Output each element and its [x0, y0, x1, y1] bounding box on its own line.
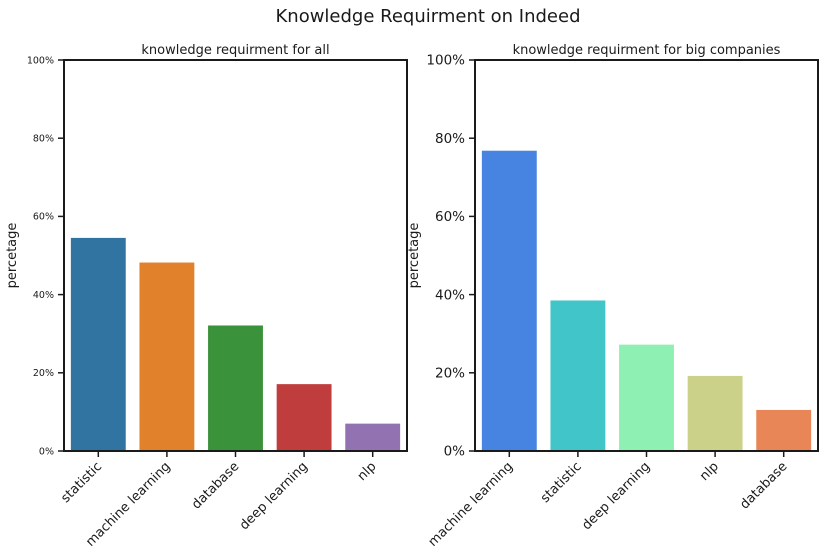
bar-statistic	[550, 300, 606, 451]
bar-deep-learning	[619, 344, 674, 451]
x-tick-label: deep learning	[237, 459, 311, 533]
y-tick-label: 40%	[33, 290, 54, 301]
bar-database	[756, 409, 812, 451]
x-tick-label: nlp	[697, 459, 722, 484]
y-tick-label: 40%	[435, 287, 465, 303]
axes-frame	[474, 59, 819, 452]
x-tick-label: nlp	[355, 459, 380, 484]
bar-nlp	[687, 375, 743, 451]
y-tick-label: 0%	[39, 446, 54, 457]
subplot-title: knowledge requirment for big companies	[513, 43, 781, 58]
y-tick-label: 80%	[33, 134, 54, 145]
y-axis-label: percetage	[5, 223, 20, 289]
bar-statistic	[70, 237, 126, 451]
y-tick-label: 100%	[426, 53, 465, 69]
figure-title: Knowledge Requirment on Indeed	[275, 6, 580, 27]
bar-database	[208, 325, 263, 451]
axes-frame	[63, 59, 408, 452]
y-tick-label: 20%	[435, 366, 465, 382]
x-tick-label: statistic	[538, 459, 585, 506]
y-tick-label: 60%	[435, 209, 465, 225]
x-tick-label: database	[189, 459, 242, 512]
bar-machine-learning	[481, 150, 537, 451]
y-tick-label: 0%	[444, 444, 466, 460]
bar-nlp	[345, 423, 401, 451]
x-tick-label: database	[737, 459, 790, 512]
bar-machine-learning	[139, 262, 195, 451]
y-axis-label: percetage	[407, 223, 422, 289]
chart-knowledge-all: knowledge requirment for all percetage 0% 2…	[5, 43, 408, 550]
bar-deep-learning	[276, 384, 332, 451]
x-tick-label: deep learning	[579, 459, 653, 533]
y-tick-label: 60%	[33, 212, 54, 223]
chart-knowledge-big-companies: knowledge requirment for big companies pe…	[407, 43, 819, 550]
subplot-title: knowledge requirment for all	[141, 43, 329, 58]
y-tick-label: 20%	[33, 368, 54, 379]
y-tick-label: 100%	[27, 55, 54, 66]
y-tick-label: 80%	[435, 131, 465, 147]
x-tick-label: machine learning	[426, 459, 517, 550]
x-tick-label: statistic	[58, 459, 105, 506]
